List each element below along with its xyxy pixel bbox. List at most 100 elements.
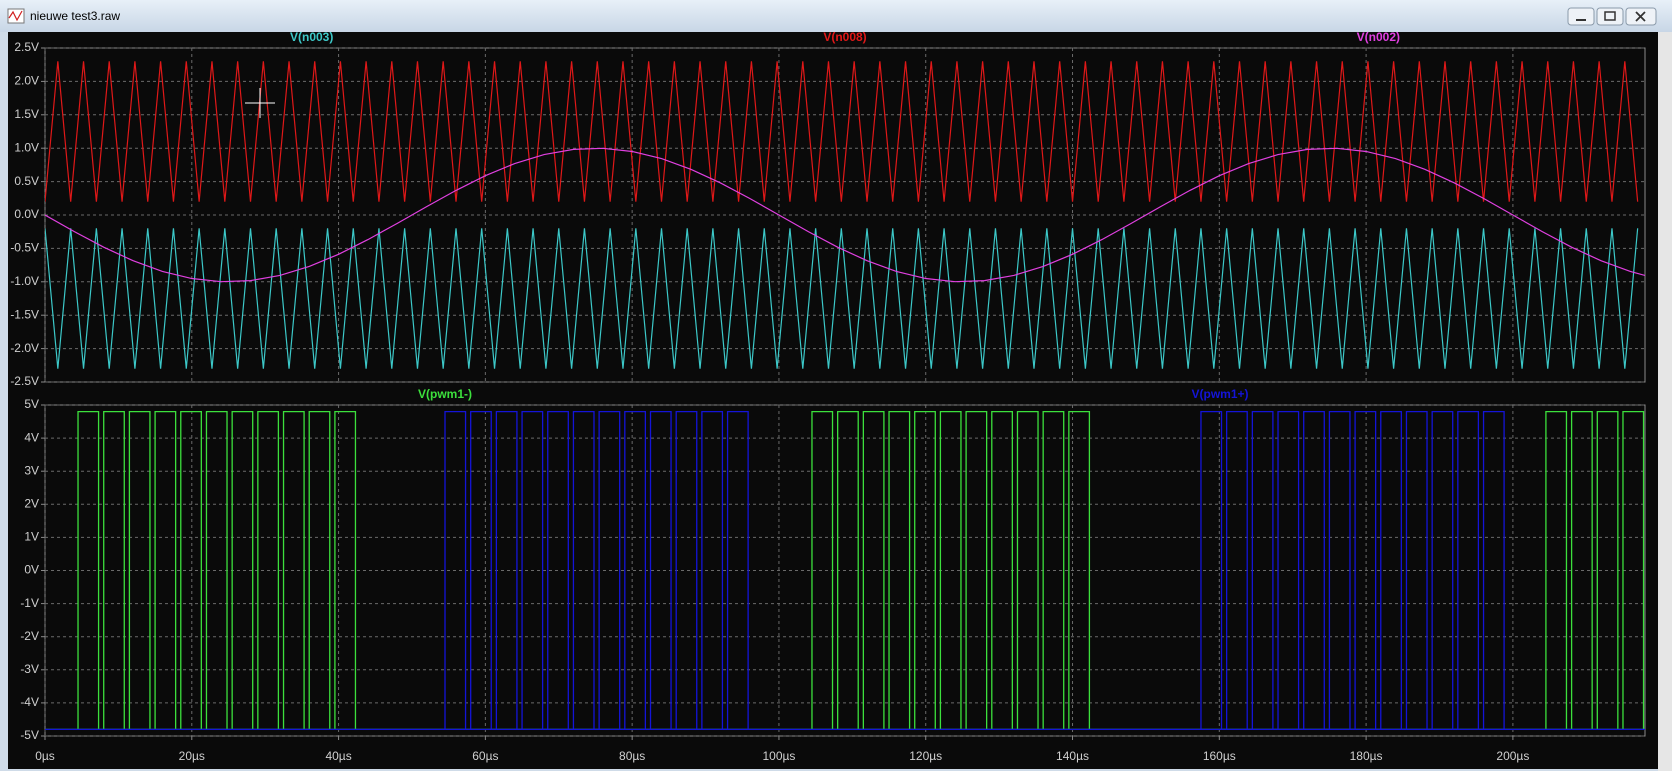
x-tick-label: 0µs: [35, 749, 55, 763]
pwm-pulse: [154, 410, 177, 730]
y-tick-label: 2.0V: [14, 74, 39, 88]
y-tick-label: -1.0V: [10, 274, 39, 288]
pwm-pulse: [77, 410, 100, 730]
x-tick-label: 80µs: [619, 749, 645, 763]
pwm-pulse: [1303, 410, 1325, 730]
y-tick-label: -5V: [20, 728, 39, 742]
pwm-pulse: [1482, 410, 1505, 730]
pwm-pulse: [1380, 410, 1402, 730]
pwm-pulse: [1277, 410, 1300, 730]
cursor: [245, 88, 275, 118]
waveform: [45, 147, 1645, 283]
y-tick-label: 3V: [24, 463, 39, 477]
pwm-pulse: [180, 410, 202, 730]
y-tick-label: 1.0V: [14, 140, 39, 154]
pwm-pulse: [495, 410, 518, 730]
pwm-pulse: [1457, 410, 1480, 730]
waveform: [45, 228, 1639, 369]
pwm-pulse: [1251, 410, 1274, 730]
y-tick-label: -4V: [20, 695, 39, 709]
pwm-pulse: [547, 410, 569, 730]
plot-layer: -2.5V -2.0V -1.5V -1.0V -0.5V 0.0V 0.5V 1.0V 1.5…: [10, 30, 1646, 763]
app-icon: [7, 8, 25, 24]
y-tick-label: 0.5V: [14, 174, 39, 188]
pwm-pulse: [470, 410, 492, 730]
series-group: [45, 61, 1645, 369]
pwm-pulse: [649, 410, 672, 730]
pwm-pulse: [1431, 410, 1454, 730]
legend-entry: V(n003): [290, 30, 333, 44]
maximize-button[interactable]: [1596, 7, 1624, 26]
pwm-pulse: [914, 410, 936, 730]
pwm-pulse: [1328, 410, 1351, 730]
x-tick-label: 20µs: [179, 749, 205, 763]
y-tick-label: -1V: [20, 596, 39, 610]
y-tick-label: -0.5V: [10, 241, 39, 255]
y-tick-label: 0V: [24, 563, 39, 577]
x-tick-label: 160µs: [1203, 749, 1236, 763]
x-tick-label: 200µs: [1496, 749, 1529, 763]
pwm-pulse: [334, 410, 357, 730]
pwm-pulse: [103, 410, 125, 730]
title-bar: [0, 0, 1672, 32]
legend-entry: V(pwm1-): [418, 387, 472, 401]
y-tick-label: 2V: [24, 496, 39, 510]
pwm-pulse: [965, 410, 988, 730]
y-tick-label: 1V: [24, 530, 39, 544]
series-group: [45, 410, 1645, 731]
waveform: [45, 61, 1639, 202]
y-tick-label: 5V: [24, 397, 39, 411]
x-tick-label: 120µs: [909, 749, 942, 763]
x-tick-label: 140µs: [1056, 749, 1089, 763]
pwm-pulse: [939, 410, 962, 730]
pwm-pulse: [231, 410, 254, 730]
pwm-pulse: [888, 410, 911, 730]
pwm-pulse: [1042, 410, 1065, 730]
x-tick-label: 100µs: [762, 749, 795, 763]
pwm-pulse: [205, 410, 228, 730]
pwm-pulse: [1226, 410, 1248, 730]
pwm-pulse: [811, 410, 834, 730]
window-border: [1658, 32, 1672, 771]
pwm-pulse: [521, 410, 544, 730]
pwm-pulse: [837, 410, 859, 730]
pwm-pulse: [624, 410, 647, 730]
close-button[interactable]: [1625, 7, 1657, 26]
pwm-pulse: [675, 410, 698, 730]
pwm-pulse: [1200, 410, 1223, 730]
pwm-pulse: [1570, 410, 1593, 730]
y-tick-label: -2.0V: [10, 341, 39, 355]
y-tick-label: 2.5V: [14, 40, 39, 54]
pwm-pulse: [1354, 410, 1377, 730]
pwm-pulse: [862, 410, 885, 730]
legend-entry: V(pwm1+): [1191, 387, 1248, 401]
pwm-pulse: [726, 410, 749, 730]
pwm-pulse: [572, 410, 595, 730]
y-tick-label: -2V: [20, 629, 39, 643]
y-tick-label: 1.5V: [14, 107, 39, 121]
pwm-pulse: [128, 410, 151, 730]
legend-entry: V(n002): [1357, 30, 1400, 44]
y-tick-label: 0.0V: [14, 207, 39, 221]
y-tick-label: -2.5V: [10, 374, 39, 388]
pwm-pulse: [1068, 410, 1091, 730]
pwm-pulse: [282, 410, 305, 730]
pwm-pulse: [701, 410, 724, 730]
pwm-pulse: [991, 410, 1013, 730]
x-tick-label: 180µs: [1350, 749, 1383, 763]
legend-entry: V(n008): [823, 30, 866, 44]
pwm-pulse: [1545, 410, 1568, 730]
y-tick-label: 4V: [24, 430, 39, 444]
pwm-pulse: [1016, 410, 1039, 730]
pwm-pulse: [1596, 410, 1619, 730]
y-tick-label: -1.5V: [10, 307, 39, 321]
x-tick-label: 40µs: [325, 749, 351, 763]
window-title: nieuwe test3.raw: [30, 9, 120, 23]
pwm-pulse: [598, 410, 621, 730]
pwm-pulse: [1622, 410, 1645, 730]
pwm-pulse: [1405, 410, 1428, 730]
pwm-pulse: [257, 410, 280, 730]
minimize-button[interactable]: [1567, 7, 1595, 26]
